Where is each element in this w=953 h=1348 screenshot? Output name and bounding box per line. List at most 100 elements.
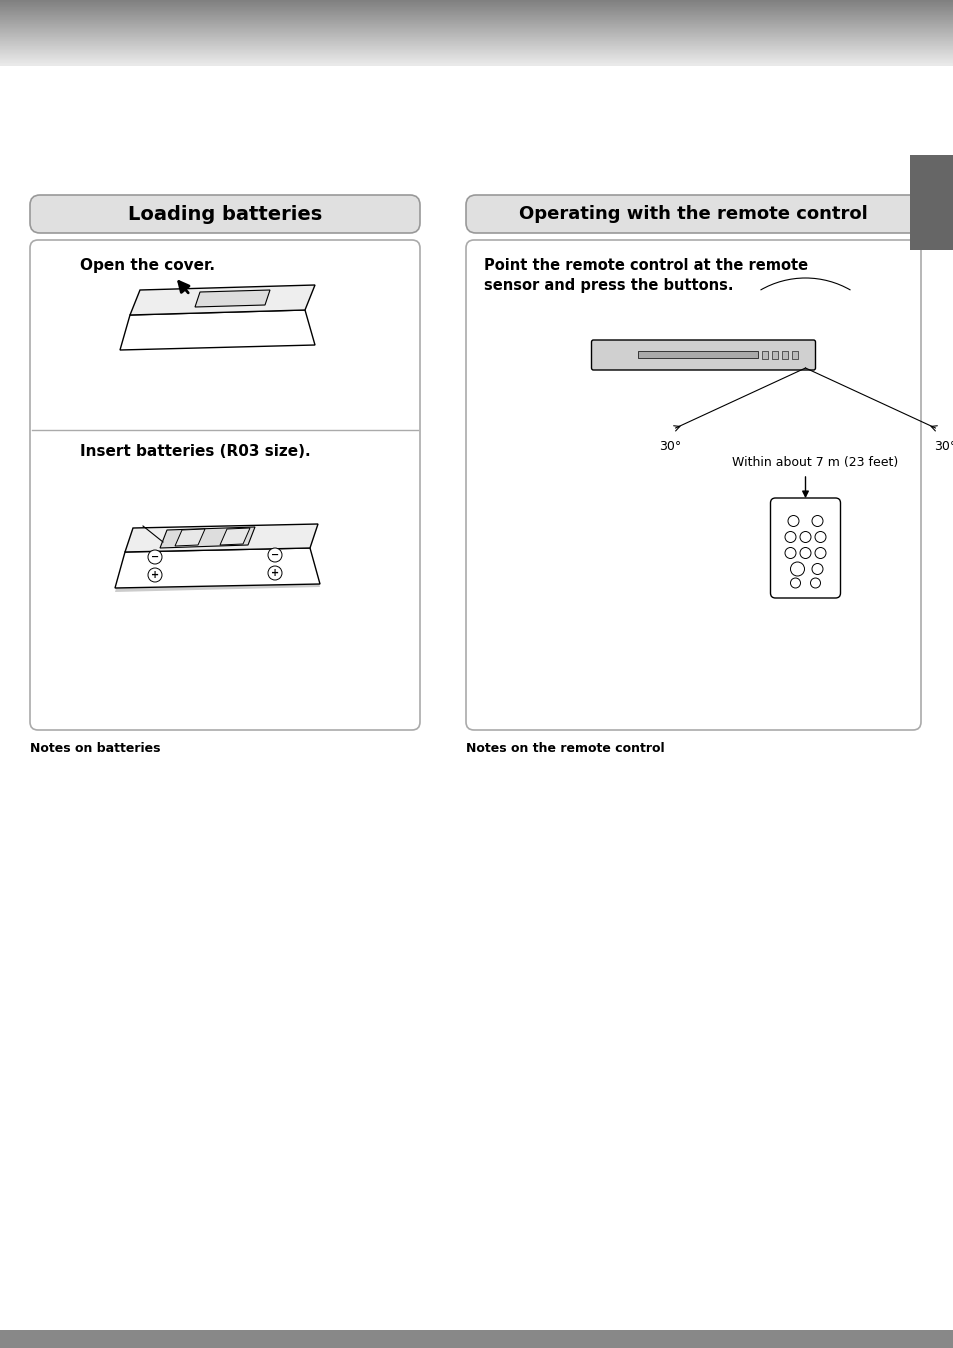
Bar [0,40,953,42]
Text: −: − [151,551,159,562]
Text: 30°: 30° [933,439,953,453]
Text: −: − [271,550,279,559]
Bar [0,27,953,30]
FancyBboxPatch shape [770,497,840,599]
Bar [0,18,953,19]
Bar [0,42,953,44]
Circle shape [790,562,803,576]
Bar [0,49,953,50]
Circle shape [784,531,795,542]
Polygon shape [130,284,314,315]
Circle shape [814,547,825,558]
Polygon shape [125,524,317,551]
Bar [0,9,953,12]
Bar [0,1,953,4]
Bar [0,59,953,61]
Bar [0,36,953,38]
Circle shape [784,547,795,558]
Bar [0,7,953,9]
Polygon shape [194,290,270,307]
Bar [0,7,953,8]
Polygon shape [115,550,319,592]
Bar [0,65,953,66]
Bar [0,63,953,65]
Bar [0,22,953,23]
Bar [0,15,953,18]
Bar [909,155,953,249]
Circle shape [268,549,282,562]
FancyBboxPatch shape [30,240,419,731]
Bar [0,46,953,49]
Bar [0,3,953,4]
Circle shape [148,568,162,582]
Bar [0,27,953,28]
Text: Loading batteries: Loading batteries [128,205,322,224]
Bar [0,5,953,8]
Bar [0,50,953,53]
Bar [0,19,953,22]
Polygon shape [120,310,314,350]
Bar [792,350,798,359]
Bar [0,54,953,55]
Bar [0,30,953,31]
Bar [0,23,953,26]
Bar [0,8,953,9]
Text: Insert batteries (R03 size).: Insert batteries (R03 size). [80,443,311,460]
Polygon shape [220,528,250,545]
Bar [0,38,953,40]
Bar [0,61,953,63]
Bar [0,26,953,28]
Bar [0,36,953,38]
Bar [0,55,953,57]
Text: Notes on the remote control: Notes on the remote control [465,741,664,755]
Bar [0,58,953,59]
Bar [0,11,953,13]
Circle shape [814,531,825,542]
Text: Notes on batteries: Notes on batteries [30,741,160,755]
Bar [0,62,953,63]
Bar [0,54,953,57]
Bar [0,20,953,22]
Bar [0,49,953,51]
Bar [0,13,953,15]
Circle shape [810,578,820,588]
Bar [0,34,953,36]
Bar [638,350,758,359]
Bar [0,16,953,18]
Bar [0,22,953,24]
Text: +: + [151,570,159,580]
Circle shape [800,547,810,558]
Bar [0,53,953,55]
Bar [0,11,953,12]
Bar [0,43,953,44]
Polygon shape [160,527,254,549]
Bar [0,35,953,36]
FancyBboxPatch shape [30,195,419,233]
Bar [0,50,953,51]
Polygon shape [115,549,319,588]
Circle shape [268,566,282,580]
Text: Operating with the remote control: Operating with the remote control [518,205,867,222]
Circle shape [148,550,162,563]
Bar [0,1,953,3]
Text: 30°: 30° [659,439,681,453]
Bar [781,350,788,359]
Bar [0,58,953,61]
Bar [0,44,953,46]
Circle shape [790,578,800,588]
Bar [0,57,953,59]
Bar [0,9,953,11]
Bar [0,44,953,46]
Bar [0,13,953,16]
Circle shape [787,515,799,527]
Bar [0,5,953,7]
Bar [0,53,953,54]
Polygon shape [174,528,205,546]
Bar [0,57,953,58]
Bar [0,26,953,27]
Bar [0,62,953,65]
Bar [0,12,953,13]
Bar [772,350,778,359]
Bar [0,3,953,5]
Bar [0,34,953,35]
